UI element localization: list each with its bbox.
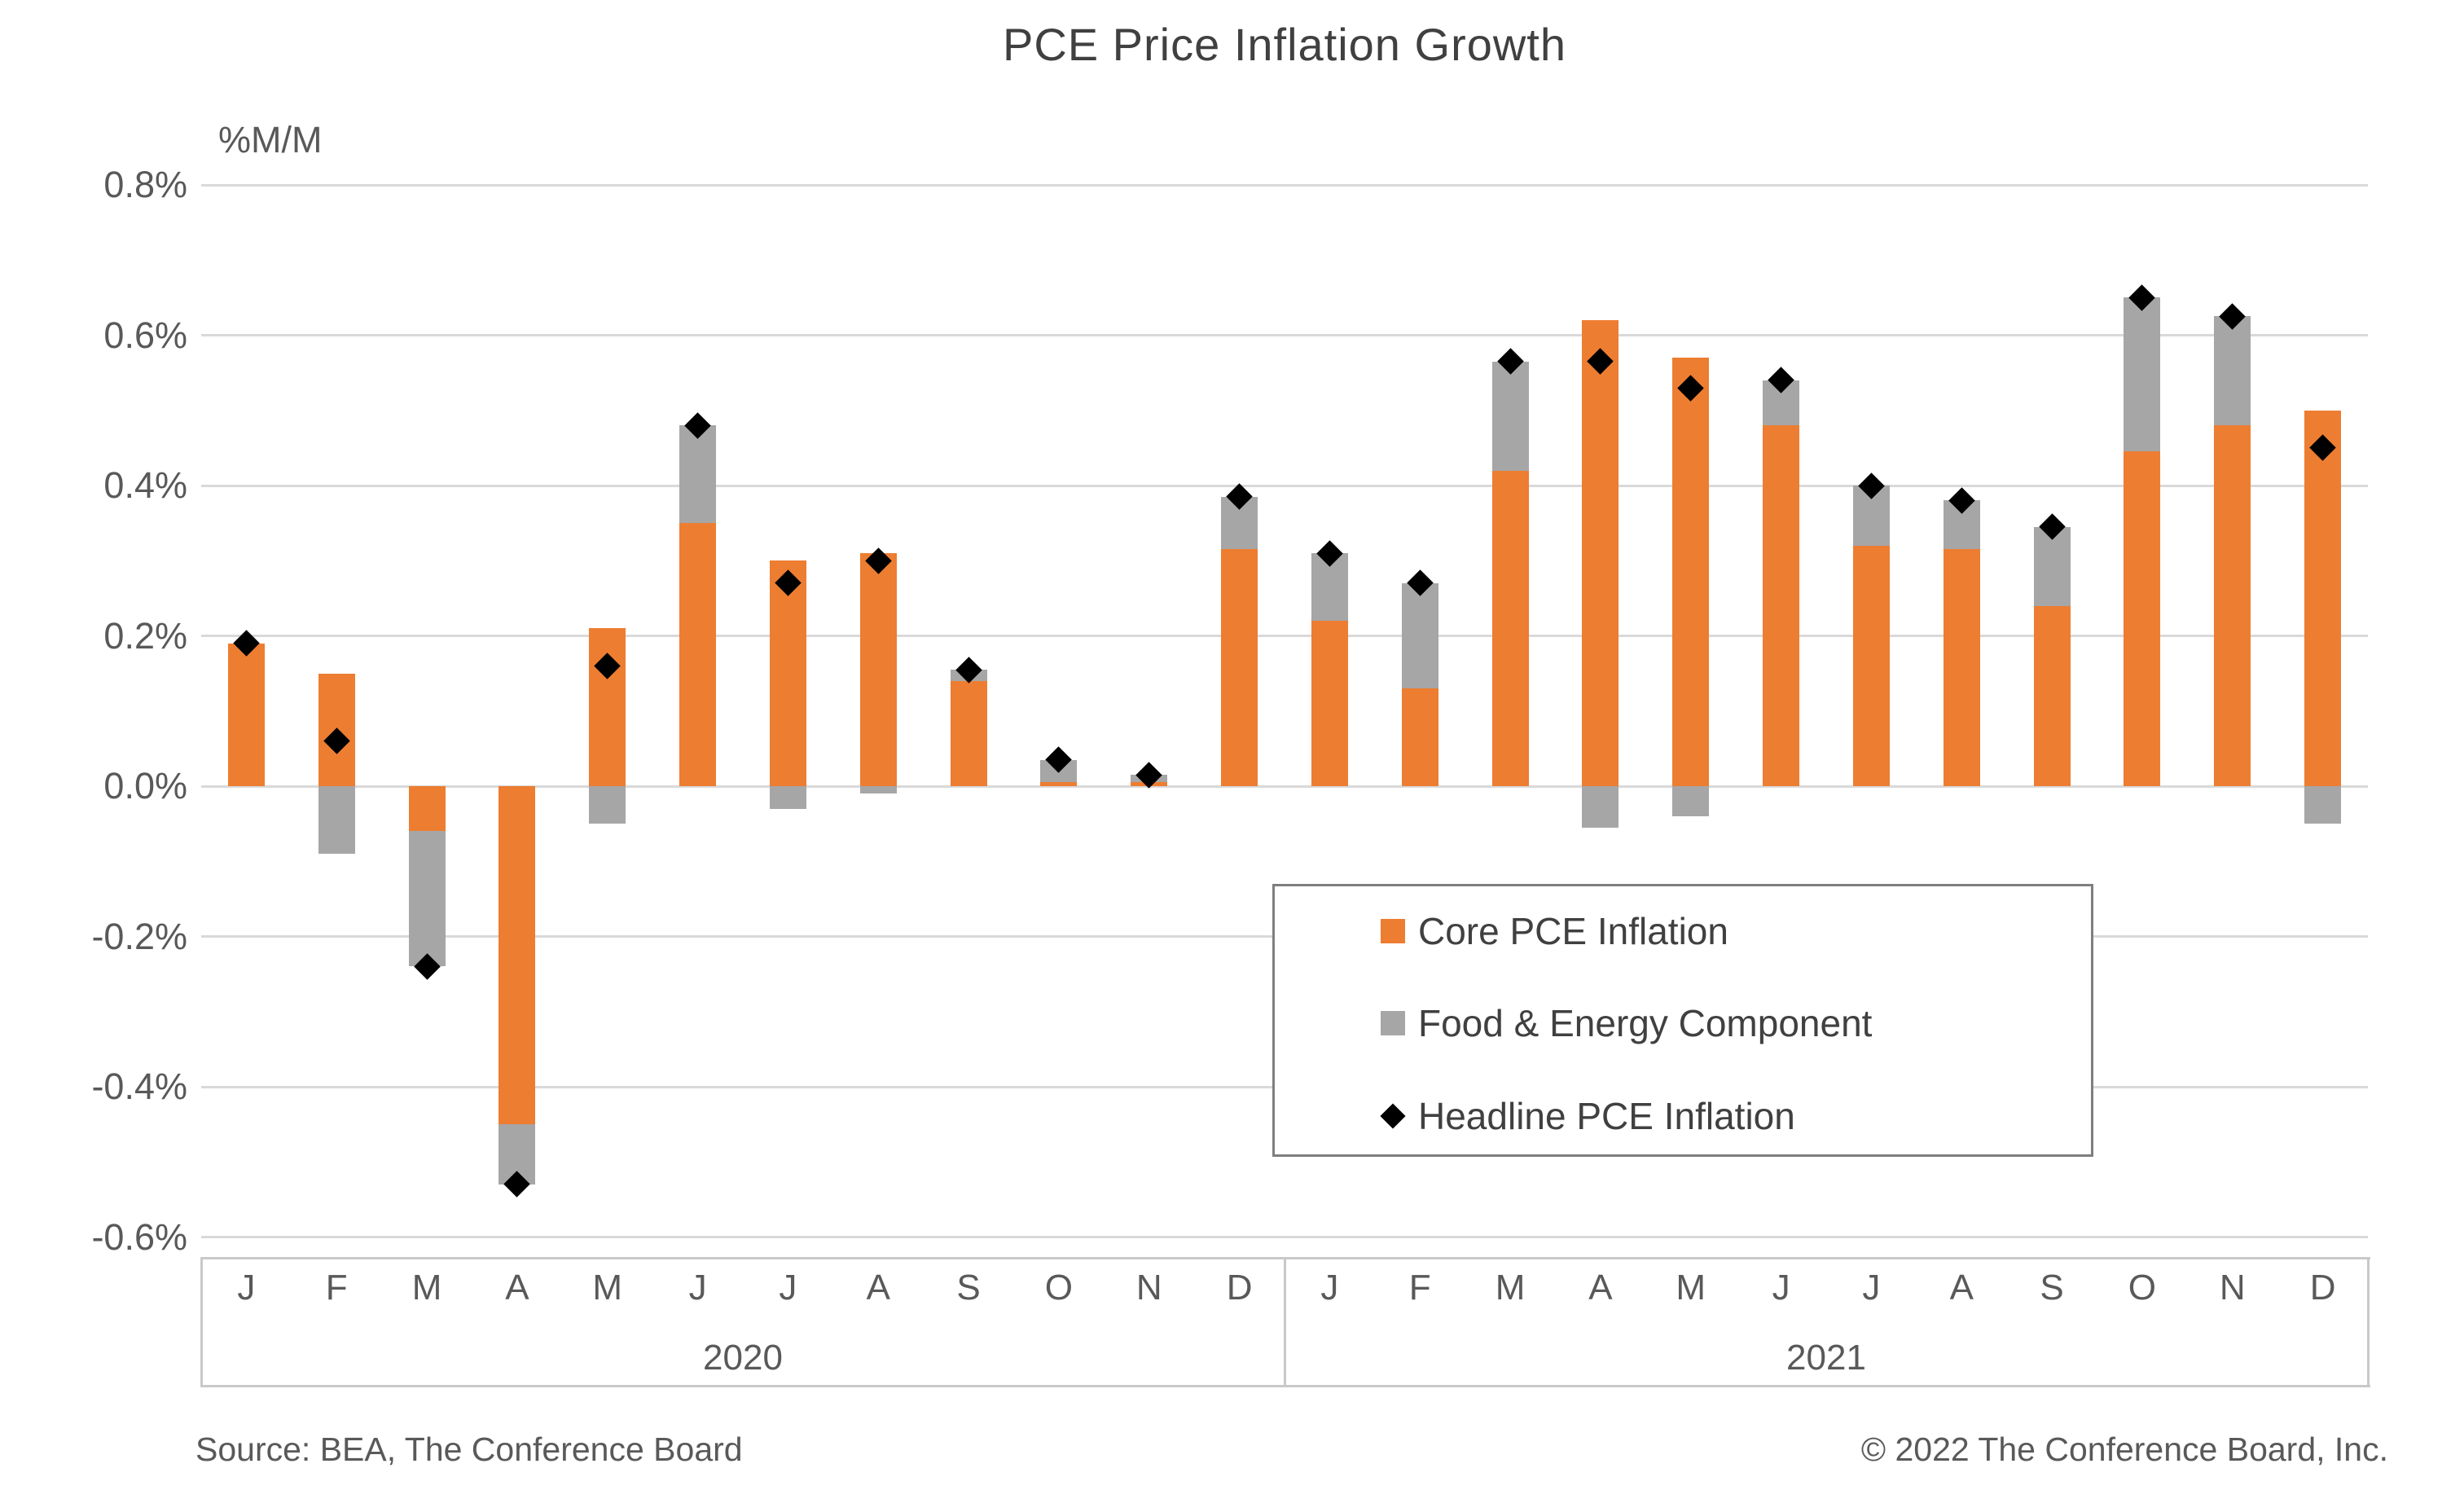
month-label: A (505, 1268, 529, 1308)
y-tick-label: 0.8% (103, 164, 187, 205)
month-label: S (956, 1268, 981, 1308)
bar-core-pce (2214, 425, 2251, 786)
bar-core-pce (769, 560, 806, 786)
month-label: D (1226, 1268, 1253, 1308)
bar-core-pce (1852, 545, 1890, 786)
bar-core-pce (1763, 425, 1800, 786)
bar-food-energy (589, 786, 626, 824)
month-label: M (411, 1268, 442, 1308)
month-label: O (1044, 1268, 1074, 1308)
bar-core-pce (679, 523, 717, 786)
bar-core-pce (950, 680, 987, 786)
month-label: N (2219, 1268, 2246, 1308)
y-tick-label: -0.6% (91, 1215, 187, 1258)
bar-core-pce (1221, 549, 1258, 786)
month-label: J (779, 1268, 797, 1308)
legend: Core PCE Inflation Food & Energy Compone… (1272, 884, 2093, 1157)
bar-core-pce (1582, 320, 1619, 786)
bar-core-pce (2124, 451, 2161, 786)
month-label: J (1862, 1268, 1881, 1308)
month-label: A (1588, 1268, 1613, 1308)
month-label: J (1320, 1268, 1339, 1308)
bar-food-energy (2124, 297, 2161, 452)
bar-core-pce (859, 553, 897, 786)
month-label: N (1135, 1268, 1162, 1308)
legend-label-headline: Headline PCE Inflation (1418, 1095, 1795, 1137)
bar-food-energy (1672, 786, 1710, 816)
bar-core-pce (2033, 605, 2071, 786)
y-tick-label: 0.4% (103, 464, 187, 506)
headline-diamond-icon (1380, 1103, 1406, 1129)
gridline (201, 635, 2368, 637)
x-axis-line-bottom (201, 1385, 2370, 1387)
legend-item-core: Core PCE Inflation (1381, 908, 1728, 954)
bar-core-pce (227, 643, 265, 786)
y-axis-unit-label: %M/M (218, 119, 323, 160)
month-label: S (2040, 1268, 2064, 1308)
bar-food-energy (769, 786, 806, 809)
month-label: O (2128, 1268, 2157, 1308)
x-axis-divider (2366, 1257, 2370, 1387)
bar-core-pce (1491, 470, 1529, 786)
bar-core-pce (1672, 358, 1710, 786)
bar-core-pce (589, 628, 626, 786)
month-label: M (1495, 1268, 1526, 1308)
y-tick-label: 0.0% (103, 765, 187, 807)
bar-food-energy (679, 425, 717, 524)
month-label: J (1772, 1268, 1790, 1308)
source-note: Source: BEA, The Conference Board (195, 1431, 743, 1468)
bar-core-pce (408, 786, 446, 832)
bar-food-energy (318, 786, 355, 855)
legend-item-food-energy: Food & Energy Component (1381, 1000, 1872, 1046)
bar-core-pce (499, 786, 536, 1125)
month-label: J (237, 1268, 256, 1308)
month-label: A (1949, 1268, 1974, 1308)
bar-core-pce (2304, 410, 2342, 786)
bar-food-energy (2304, 786, 2342, 824)
bar-food-energy (408, 831, 446, 967)
bar-core-pce (1311, 621, 1348, 786)
bar-core-pce (1943, 549, 1980, 786)
y-tick-label: -0.4% (91, 1066, 187, 1107)
copyright-note: © 2022 The Conference Board, Inc. (1860, 1431, 2388, 1468)
x-axis-line-top (201, 1257, 2370, 1259)
food-energy-swatch-icon (1381, 1011, 1405, 1035)
bar-core-pce (1040, 782, 1078, 786)
year-label: 2021 (1786, 1338, 1866, 1378)
gridline (201, 183, 2368, 187)
gridline (201, 334, 2368, 336)
legend-label-core: Core PCE Inflation (1418, 910, 1728, 952)
bar-core-pce (1401, 688, 1438, 786)
month-label: F (1408, 1268, 1431, 1308)
chart-title: PCE Price Inflation Growth (1002, 19, 1567, 70)
bar-food-energy (859, 786, 897, 794)
x-axis-divider (1283, 1257, 1286, 1387)
x-axis-divider (200, 1257, 203, 1387)
month-label: M (592, 1268, 623, 1308)
y-tick-label: 0.2% (103, 614, 187, 657)
bar-food-energy (2214, 316, 2251, 426)
month-label: A (866, 1268, 890, 1308)
month-label: D (2309, 1268, 2336, 1308)
bar-food-energy (1401, 582, 1438, 689)
y-tick-label: 0.6% (103, 314, 187, 356)
month-label: F (325, 1268, 348, 1308)
gridline (201, 1236, 2368, 1238)
legend-item-headline: Headline PCE Inflation (1380, 1093, 1795, 1139)
gridline (201, 785, 2368, 788)
y-tick-label: -0.2% (91, 915, 187, 957)
gridline (201, 484, 2368, 487)
bar-food-energy (1491, 361, 1529, 471)
core-pce-swatch-icon (1381, 919, 1405, 943)
year-label: 2020 (703, 1338, 783, 1378)
month-label: M (1676, 1268, 1706, 1308)
bar-food-energy (1582, 786, 1619, 828)
legend-label-food-energy: Food & Energy Component (1418, 1002, 1873, 1044)
month-label: J (688, 1268, 707, 1308)
